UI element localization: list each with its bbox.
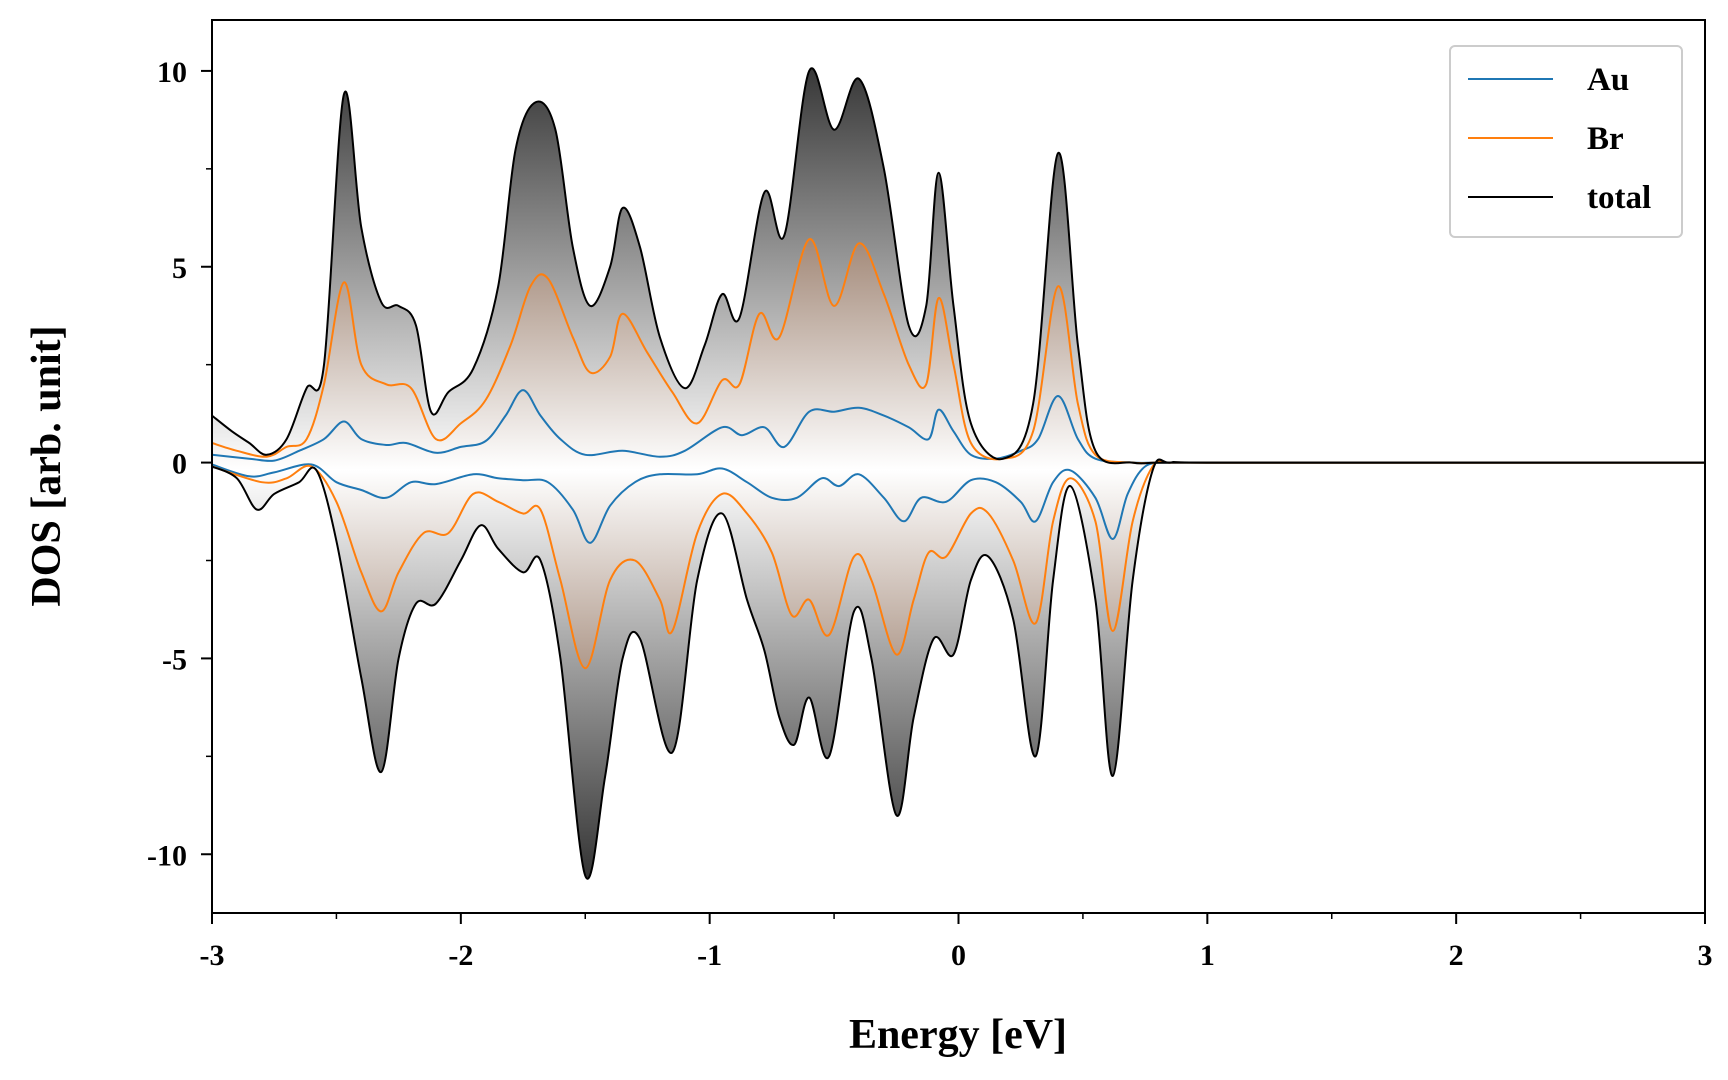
line-layer — [212, 67, 1705, 880]
x-tick-label: 0 — [951, 939, 966, 972]
legend-box — [1449, 45, 1683, 238]
x-tick-label: 3 — [1698, 939, 1713, 972]
legend-label-br: Br — [1587, 121, 1624, 157]
series-br-down — [212, 460, 1705, 670]
x-tick-label: -2 — [448, 939, 473, 972]
x-tick-label: 2 — [1449, 939, 1464, 972]
legend: Au Br total — [1449, 45, 1683, 238]
y-tick-label: 10 — [157, 56, 187, 89]
series-au-up — [212, 389, 1705, 464]
y-tick-label: -10 — [147, 839, 187, 872]
x-axis: -3 -2 -1 0 1 2 3 — [200, 913, 1713, 972]
x-axis-title: Energy [eV] — [849, 1012, 1067, 1058]
y-axis-title: DOS [arb. unit] — [24, 325, 70, 606]
x-tick-label: -1 — [697, 939, 722, 972]
legend-label-total: total — [1587, 180, 1651, 216]
fill-br-up — [212, 239, 1705, 464]
series-br-up — [212, 238, 1705, 465]
series-total-down — [212, 458, 1705, 880]
y-axis: -10 -5 0 5 10 — [147, 56, 212, 872]
x-tick-label: 1 — [1200, 939, 1215, 972]
y-tick-label: 5 — [172, 252, 187, 285]
series-total-up — [212, 67, 1705, 465]
legend-label-au: Au — [1587, 62, 1629, 98]
fill-br-down — [212, 461, 1705, 669]
series-au-down — [212, 461, 1705, 544]
x-tick-label: -3 — [200, 939, 225, 972]
y-tick-label: 0 — [172, 448, 187, 481]
y-tick-label: -5 — [162, 643, 187, 676]
